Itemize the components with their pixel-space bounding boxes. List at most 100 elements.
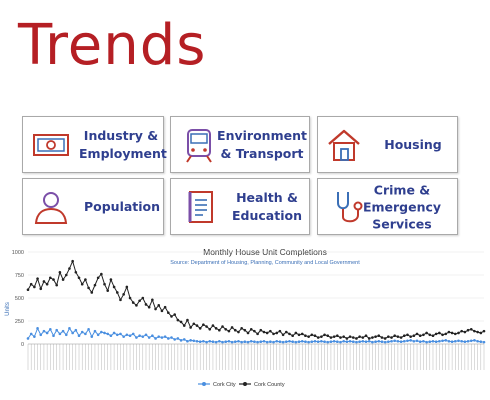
data-point bbox=[326, 340, 330, 344]
data-point bbox=[310, 333, 314, 337]
data-point bbox=[450, 340, 454, 343]
data-point bbox=[351, 336, 355, 339]
data-point bbox=[428, 340, 432, 343]
data-point bbox=[364, 334, 368, 338]
data-point bbox=[377, 339, 381, 343]
data-point bbox=[367, 337, 371, 340]
data-point bbox=[253, 340, 256, 343]
data-point bbox=[211, 324, 215, 327]
data-point bbox=[144, 333, 148, 337]
data-point bbox=[224, 327, 228, 331]
data-point bbox=[265, 331, 269, 335]
data-point bbox=[58, 332, 62, 336]
data-point bbox=[122, 335, 125, 338]
legend-label-cork-county[interactable]: Cork County bbox=[254, 382, 285, 388]
data-point bbox=[141, 335, 145, 338]
data-point bbox=[182, 338, 186, 341]
data-point bbox=[131, 332, 135, 336]
data-point bbox=[182, 324, 186, 327]
data-point bbox=[342, 339, 345, 343]
data-point bbox=[364, 340, 368, 343]
data-point bbox=[422, 333, 425, 337]
data-point bbox=[469, 327, 473, 331]
data-point bbox=[476, 339, 479, 343]
legend-label-cork-city[interactable]: Cork City bbox=[213, 382, 236, 388]
data-point bbox=[71, 331, 74, 335]
data-point bbox=[418, 334, 422, 338]
data-point bbox=[450, 331, 454, 335]
y-tick-label: 500 bbox=[15, 296, 24, 302]
data-point bbox=[211, 340, 215, 343]
data-point bbox=[313, 334, 317, 338]
data-point bbox=[390, 339, 393, 343]
data-point bbox=[186, 339, 189, 343]
data-point bbox=[281, 340, 285, 344]
data-point bbox=[284, 330, 288, 334]
data-point bbox=[61, 329, 65, 333]
data-point bbox=[163, 305, 167, 309]
data-point bbox=[173, 313, 176, 316]
data-point bbox=[179, 320, 183, 324]
data-point bbox=[444, 332, 448, 336]
data-point bbox=[112, 331, 116, 335]
data-point bbox=[438, 331, 441, 335]
data-point bbox=[390, 336, 393, 339]
data-point bbox=[316, 340, 320, 343]
data-point bbox=[297, 333, 301, 337]
tile-environment-transport[interactable]: Environment & Transport bbox=[170, 116, 310, 173]
data-point bbox=[230, 326, 234, 329]
data-point bbox=[332, 335, 336, 338]
tile-population[interactable]: Population bbox=[22, 178, 164, 235]
data-point bbox=[39, 287, 43, 291]
data-point bbox=[367, 339, 371, 343]
data-point bbox=[284, 340, 288, 343]
data-point bbox=[348, 335, 352, 338]
data-point bbox=[313, 339, 317, 343]
data-point bbox=[167, 337, 170, 340]
data-point bbox=[109, 278, 113, 281]
data-point bbox=[224, 340, 228, 343]
data-point bbox=[380, 336, 384, 339]
data-point bbox=[84, 278, 87, 281]
data-point bbox=[233, 328, 237, 332]
tile-crime-emergency-services[interactable]: Crime & Emergency Services bbox=[317, 178, 458, 235]
data-point bbox=[348, 339, 352, 343]
data-point bbox=[415, 332, 419, 336]
data-point bbox=[141, 296, 145, 300]
data-point bbox=[479, 340, 483, 343]
data-point bbox=[246, 340, 250, 344]
tile-health-education-label: Health & Education bbox=[232, 189, 302, 223]
data-point bbox=[227, 339, 231, 343]
data-point bbox=[202, 323, 205, 326]
data-point bbox=[406, 333, 409, 337]
data-point bbox=[479, 331, 483, 335]
data-point bbox=[173, 338, 176, 341]
data-point bbox=[160, 309, 164, 313]
data-point bbox=[434, 340, 438, 343]
data-point bbox=[68, 267, 71, 270]
data-point bbox=[39, 333, 43, 337]
tile-housing[interactable]: Housing bbox=[317, 116, 458, 173]
data-point bbox=[103, 331, 106, 335]
tile-health-education[interactable]: Health & Education bbox=[170, 178, 310, 235]
data-point bbox=[147, 305, 151, 309]
data-point bbox=[457, 339, 460, 343]
data-point bbox=[466, 339, 470, 343]
data-point bbox=[469, 339, 473, 343]
data-point bbox=[310, 340, 314, 343]
data-point bbox=[103, 282, 106, 286]
tile-industry-employment[interactable]: Industry & Employment bbox=[22, 116, 167, 173]
data-point bbox=[441, 339, 444, 343]
data-point bbox=[29, 332, 33, 336]
data-point bbox=[198, 340, 202, 343]
data-point bbox=[463, 340, 467, 343]
data-point bbox=[246, 331, 250, 335]
tile-environment-transport-label: Environment & Transport bbox=[217, 127, 307, 161]
data-point bbox=[326, 334, 330, 338]
data-point bbox=[441, 333, 444, 337]
data-point bbox=[457, 331, 460, 335]
data-point bbox=[316, 336, 320, 339]
data-point bbox=[463, 330, 467, 334]
data-point bbox=[425, 340, 428, 344]
data-point bbox=[304, 340, 307, 343]
